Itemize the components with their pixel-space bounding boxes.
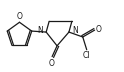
Text: O: O [96,25,102,34]
Text: N: N [37,26,43,35]
Text: Cl: Cl [83,51,91,60]
Text: N: N [72,26,78,35]
Text: O: O [16,12,22,21]
Text: O: O [48,59,54,68]
